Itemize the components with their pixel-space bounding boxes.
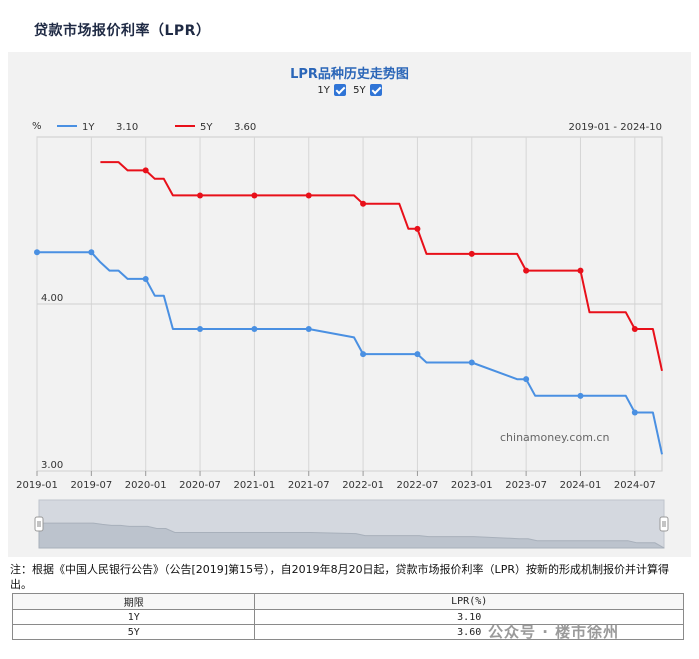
table-row: 1Y 3.10 (11, 609, 684, 625)
data-point-5y (523, 267, 530, 274)
lpr-line-chart: % 1Y 3.10 5Y 3.60 2019-01 - 2024-10 4.00… (16, 121, 669, 549)
x-tick-label: 2020-01 (125, 480, 167, 491)
series-line-1y (37, 251, 663, 455)
date-range-label: 2019-01 - 2024-10 (568, 122, 662, 133)
y-unit-label: % (32, 121, 42, 132)
rate-cell: 3.60 (254, 624, 684, 640)
toggle-5y[interactable]: 5Y (353, 84, 382, 96)
toggle-1y[interactable]: 1Y (317, 84, 346, 96)
account-watermark: 公众号 · 楼市徐州 (488, 623, 620, 641)
data-point-1y (142, 275, 149, 282)
checkbox-5y[interactable] (369, 84, 382, 96)
x-tick-label: 2024-01 (560, 480, 602, 491)
data-point-5y (631, 326, 638, 333)
y-tick-label: 3.00 (41, 460, 63, 471)
data-point-1y (414, 351, 421, 358)
data-point-1y (305, 326, 312, 333)
data-point-5y (414, 225, 421, 232)
data-point-1y (523, 376, 530, 383)
navigator-right-handle[interactable] (659, 516, 669, 532)
data-point-1y (468, 359, 475, 366)
data-point-5y (305, 192, 312, 199)
x-tick-label: 2023-01 (451, 480, 493, 491)
series-layer (34, 161, 663, 455)
data-point-1y (197, 326, 204, 333)
x-tick-label: 2024-07 (614, 480, 656, 491)
x-tick-label: 2019-07 (70, 480, 112, 491)
legend-1y-name: 1Y (82, 122, 95, 133)
legend-1y-value: 3.10 (116, 122, 138, 133)
x-tick-label: 2021-07 (288, 480, 330, 491)
y-gridlines: 4.00 3.00 (37, 293, 662, 472)
term-cell: 5Y (11, 624, 256, 640)
x-tick-label: 2019-01 (16, 480, 58, 491)
series-1y (34, 249, 663, 455)
series-line-5y (100, 161, 663, 372)
data-point-1y (251, 326, 258, 333)
x-tick-label: 2021-01 (233, 480, 275, 491)
data-point-5y (468, 250, 475, 257)
data-point-1y (88, 249, 95, 256)
data-point-5y (251, 192, 258, 199)
x-tick-label: 2020-07 (179, 480, 221, 491)
y-tick-label: 4.00 (41, 293, 63, 304)
data-point-1y (631, 409, 638, 416)
data-point-5y (577, 267, 584, 274)
data-point-5y (197, 192, 204, 199)
x-tick-label: 2022-01 (342, 480, 384, 491)
navigator-area (38, 522, 665, 549)
lpr-table: 期限 LPR(%) 1Y 3.10 5Y 3.60 (11, 593, 684, 640)
table-row: 5Y 3.60 (11, 624, 684, 640)
navigator-left-handle[interactable] (34, 516, 44, 532)
checkbox-1y[interactable] (333, 84, 346, 96)
legend-5y-name: 5Y (200, 122, 213, 133)
range-navigator[interactable] (34, 499, 669, 549)
term-cell: 1Y (11, 609, 256, 625)
toggle-5y-label: 5Y (353, 84, 366, 96)
data-point-1y (577, 392, 584, 399)
page-title: 贷款市场报价利率（LPR） (34, 23, 211, 39)
chart-watermark: chinamoney.com.cn (500, 431, 609, 444)
series-5y (100, 161, 663, 372)
data-point-1y (34, 249, 40, 256)
toggle-1y-label: 1Y (317, 84, 330, 96)
x-tick-label: 2022-07 (397, 480, 439, 491)
data-point-5y (360, 200, 367, 207)
data-point-5y (142, 167, 149, 174)
page-header: 贷款市场报价利率（LPR） (0, 0, 699, 52)
data-point-1y (360, 351, 367, 358)
series-toggles: 1Y 5Y (0, 84, 699, 96)
table-header-row: 期限 LPR(%) (11, 593, 684, 610)
header-lpr: LPR(%) (254, 593, 684, 610)
legend-5y-value: 3.60 (234, 122, 256, 133)
chart-title: LPR品种历史走势图 (290, 67, 409, 82)
rate-cell: 3.10 (254, 609, 684, 625)
x-axis-ticks: 2019-01 2019-07 2020-01 2020-07 2021-01 2021-… (16, 471, 656, 491)
header-term: 期限 (11, 593, 256, 610)
x-tick-label: 2023-07 (505, 480, 547, 491)
footnote: 注：根据《中国人民银行公告》（公告[2019]第15号），自2019年8月20日… (10, 563, 669, 591)
